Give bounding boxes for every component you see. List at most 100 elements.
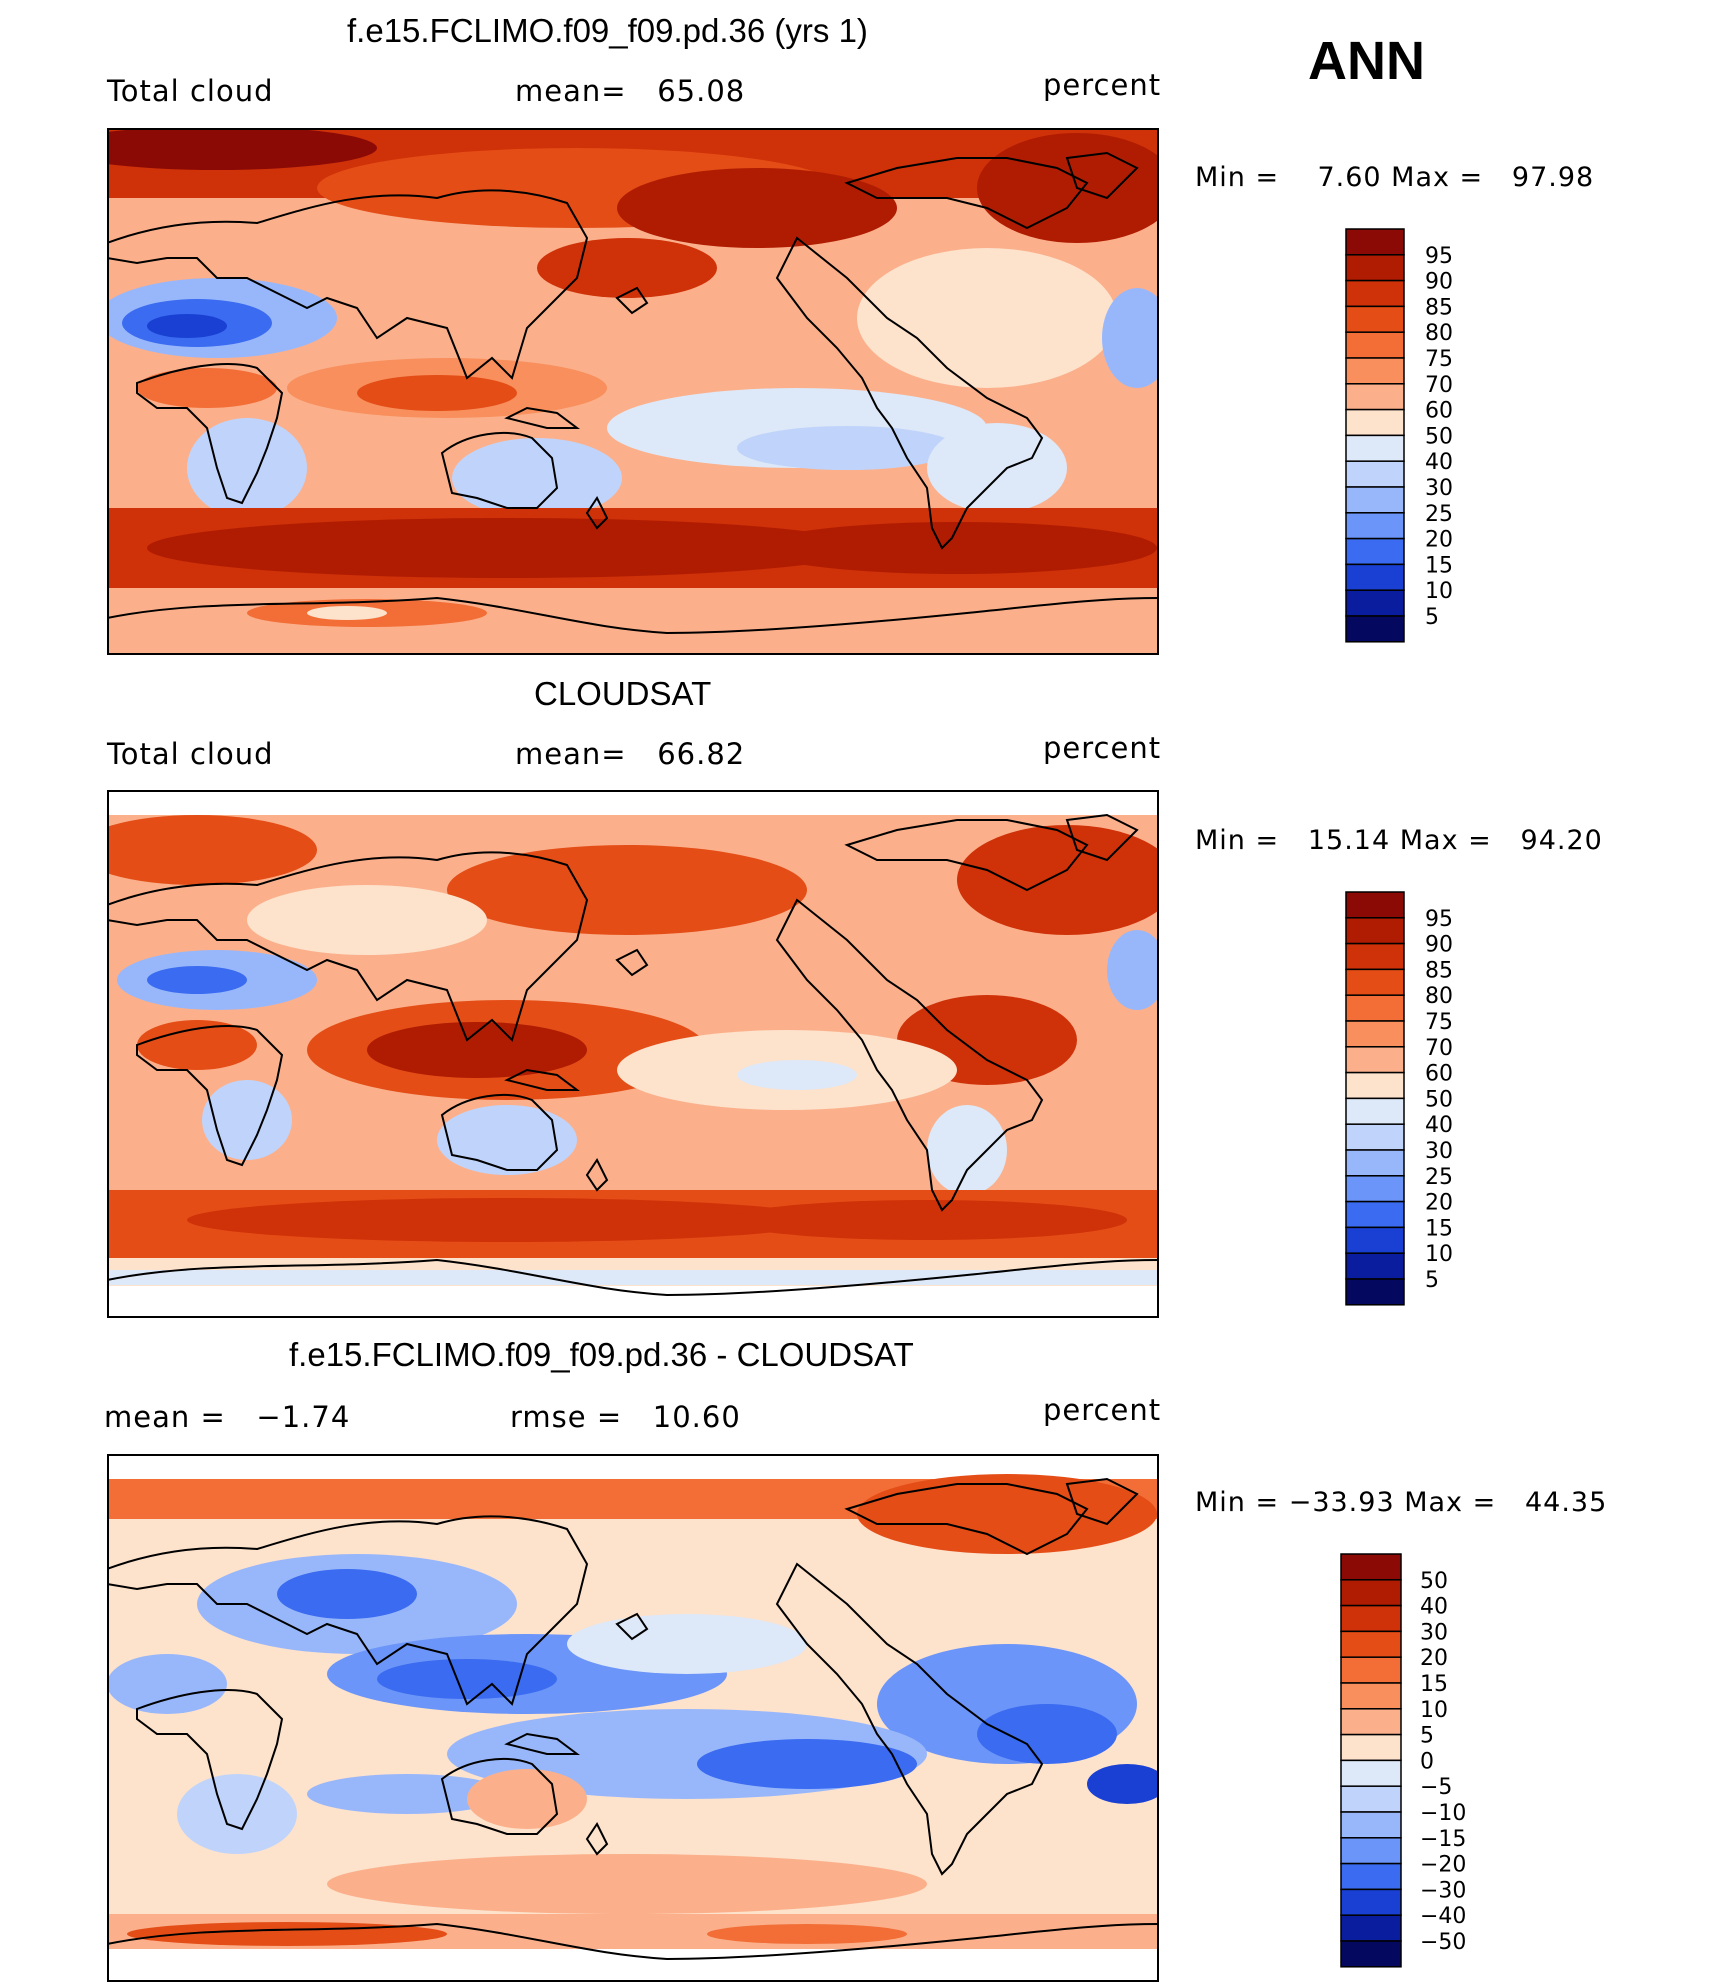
colorbar-box	[1345, 1046, 1405, 1074]
colorbar-label: 95	[1425, 244, 1453, 269]
panel-2-mean: mean= 66.82	[515, 737, 746, 771]
panel-2-variable-label: Total cloud	[107, 737, 274, 771]
panel-1-variable-label: Total cloud	[107, 74, 274, 108]
panel-2-map	[107, 790, 1159, 1318]
colorbar-box	[1340, 1888, 1402, 1916]
colorbar-label: 60	[1425, 399, 1453, 424]
panel-2-contour-field	[107, 790, 1159, 1318]
colorbar-label: −40	[1420, 1904, 1465, 1929]
colorbar-label: 80	[1425, 321, 1453, 346]
colorbar-label: 50	[1425, 424, 1453, 449]
colorbar-box	[1345, 512, 1405, 540]
colorbar-label: 15	[1425, 553, 1453, 578]
colorbar-box	[1345, 486, 1405, 514]
colorbar-box	[1345, 1149, 1405, 1177]
colorbar-label: −10	[1420, 1801, 1465, 1826]
colorbar-box	[1340, 1785, 1402, 1813]
colorbar-box	[1340, 1604, 1402, 1633]
panel-1-map	[107, 128, 1159, 655]
colorbar-label: 25	[1425, 502, 1453, 527]
colorbar-label: −15	[1420, 1827, 1465, 1852]
colorbar-box	[1345, 357, 1405, 385]
panel-2-frame	[107, 790, 1159, 1318]
colorbar-box	[1345, 408, 1405, 437]
colorbar-box	[1345, 1175, 1405, 1203]
colorbar-box	[1345, 917, 1405, 945]
colorbar-box	[1340, 1837, 1402, 1865]
colorbar-box	[1345, 1226, 1405, 1254]
season-label: ANN	[1308, 31, 1425, 91]
colorbar-label: 75	[1425, 347, 1453, 372]
panel-1-contour-field	[107, 128, 1159, 655]
colorbar-label: 60	[1425, 1062, 1453, 1087]
colorbar-label: 75	[1425, 1010, 1453, 1035]
colorbar-box	[1345, 1097, 1405, 1125]
colorbar-box	[1345, 1278, 1405, 1306]
panel-3-minmax: Min = −33.93 Max = 44.35	[1195, 1487, 1608, 1518]
colorbar-label: 80	[1425, 984, 1453, 1009]
colorbar-label: 15	[1420, 1672, 1448, 1697]
colorbar-label: 20	[1425, 1191, 1453, 1216]
colorbar-label: 5	[1425, 1268, 1439, 1293]
colorbar-box	[1345, 942, 1405, 971]
colorbar-box	[1340, 1862, 1402, 1891]
colorbar-box	[1345, 305, 1405, 333]
panel-3-units: percent	[1043, 1393, 1162, 1427]
colorbar-label: 5	[1420, 1724, 1434, 1749]
colorbar-box	[1345, 1252, 1405, 1280]
colorbar-box	[1340, 1759, 1402, 1787]
colorbar-label: 50	[1420, 1569, 1448, 1594]
panel-3-mean: mean = −1.74	[104, 1400, 351, 1434]
colorbar-box	[1340, 1682, 1402, 1710]
colorbar-box	[1345, 460, 1405, 488]
colorbar-box	[1345, 383, 1405, 411]
colorbar-label: 85	[1425, 958, 1453, 983]
colorbar-label: 15	[1425, 1216, 1453, 1241]
colorbar-label: −5	[1420, 1775, 1452, 1800]
colorbar-box	[1340, 1733, 1402, 1762]
panel-1-title: f.e15.FCLIMO.f09_f09.pd.36 (yrs 1)	[347, 12, 868, 49]
colorbar-label: 10	[1425, 1242, 1453, 1267]
colorbar-box	[1340, 1656, 1402, 1684]
panel-1-units: percent	[1043, 68, 1162, 102]
colorbar-box	[1345, 891, 1405, 919]
colorbar-box	[1340, 1579, 1402, 1607]
colorbar-label: 40	[1425, 1113, 1453, 1138]
colorbar-label: 40	[1425, 450, 1453, 475]
colorbar-label: 20	[1425, 528, 1453, 553]
colorbar-label: 10	[1420, 1698, 1448, 1723]
colorbar-label: −20	[1420, 1853, 1465, 1878]
colorbar-box	[1340, 1708, 1402, 1736]
colorbar-label: 10	[1425, 579, 1453, 604]
panel-3-title: f.e15.FCLIMO.f09_f09.pd.36 - CLOUDSAT	[289, 1336, 914, 1373]
panel-2-minmax: Min = 15.14 Max = 94.20	[1195, 825, 1603, 856]
colorbar-box	[1345, 994, 1405, 1022]
colorbar-label: 90	[1425, 933, 1453, 958]
colorbar-label: 50	[1425, 1087, 1453, 1112]
panel-3-contour-field	[107, 1454, 1159, 1982]
colorbar-box	[1345, 1200, 1405, 1229]
panel-2-units: percent	[1043, 731, 1162, 765]
colorbar-label: 30	[1420, 1620, 1448, 1645]
panel-1-coastlines	[107, 151, 1159, 635]
colorbar-label: 40	[1420, 1595, 1448, 1620]
colorbar-box	[1345, 1123, 1405, 1151]
colorbar-label: 85	[1425, 295, 1453, 320]
panel-1-mean: mean= 65.08	[515, 74, 746, 108]
panel-3-rmse: rmse = 10.60	[510, 1400, 741, 1434]
colorbar-box	[1340, 1553, 1402, 1581]
panel-1-frame	[107, 128, 1159, 655]
panel-1-minmax: Min = 7.60 Max = 97.98	[1195, 162, 1595, 193]
colorbar-box	[1345, 589, 1405, 617]
panel-2-coastlines	[107, 813, 1159, 1297]
colorbar-label: 0	[1420, 1749, 1434, 1774]
panel-3-map	[107, 1454, 1159, 1982]
colorbar-label: 70	[1425, 1036, 1453, 1061]
panel-3-coastlines	[107, 1477, 1159, 1961]
colorbar-box	[1345, 331, 1405, 359]
colorbar-label: 95	[1425, 907, 1453, 932]
colorbar-box	[1345, 434, 1405, 462]
colorbar-box	[1345, 615, 1405, 643]
